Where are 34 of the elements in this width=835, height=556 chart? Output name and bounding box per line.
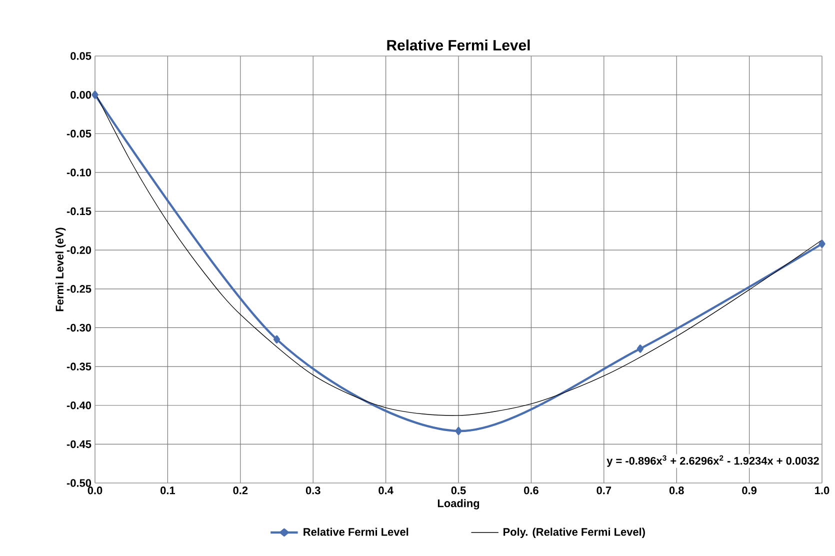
y-tick-label: 0.05 — [70, 52, 92, 60]
y-axis-title: Fermi Level (eV) — [55, 228, 66, 312]
x-tick-label: 0.3 — [306, 486, 320, 494]
x-tick-label: 0.6 — [524, 486, 538, 494]
annotation: y = -0.896x$^{3}$ + 2.6296x$^{2}$ - 1.9234x + 0.0032 — [606, 455, 819, 467]
point — [636, 344, 644, 353]
y-tick-label: -0.20 — [66, 246, 92, 254]
y-tick-label: -0.25 — [66, 285, 92, 293]
y-tick-label: -0.35 — [66, 362, 92, 370]
point — [455, 426, 462, 436]
point — [818, 240, 826, 248]
y-tick-label: 0.00 — [70, 90, 92, 99]
x-tick-label: 0.4 — [378, 486, 394, 494]
point — [273, 335, 280, 344]
x-tick-label: 0.0 — [88, 486, 102, 494]
y-tick-label: -0.30 — [66, 324, 92, 332]
x-tick-label: 0.7 — [596, 486, 612, 494]
y-tick-label: -0.40 — [66, 401, 92, 410]
x-tick-label: 0.2 — [233, 486, 248, 494]
y-tick-label: -0.45 — [66, 440, 92, 448]
legend-label: Relative Fermi Level — [304, 528, 408, 536]
x-axis-title: Loading — [438, 499, 480, 510]
point — [92, 90, 98, 99]
legend-label: Poly. (Relative Fermi Level) — [504, 528, 645, 538]
x-tick-label: 0.5 — [451, 486, 466, 494]
y-tick-label: -0.05 — [66, 130, 92, 138]
x-tick-label: 0.9 — [742, 486, 757, 494]
y-tick-label: -0.15 — [66, 207, 92, 216]
x-tick-label: 1.0 — [815, 486, 830, 494]
chart-title: Relative Fermi Level — [387, 40, 530, 50]
x-tick-label: 0.1 — [160, 486, 176, 494]
y-tick-label: -0.50 — [66, 479, 92, 487]
x-tick-label: 0.8 — [669, 486, 684, 494]
y-tick-label: -0.10 — [66, 168, 92, 176]
